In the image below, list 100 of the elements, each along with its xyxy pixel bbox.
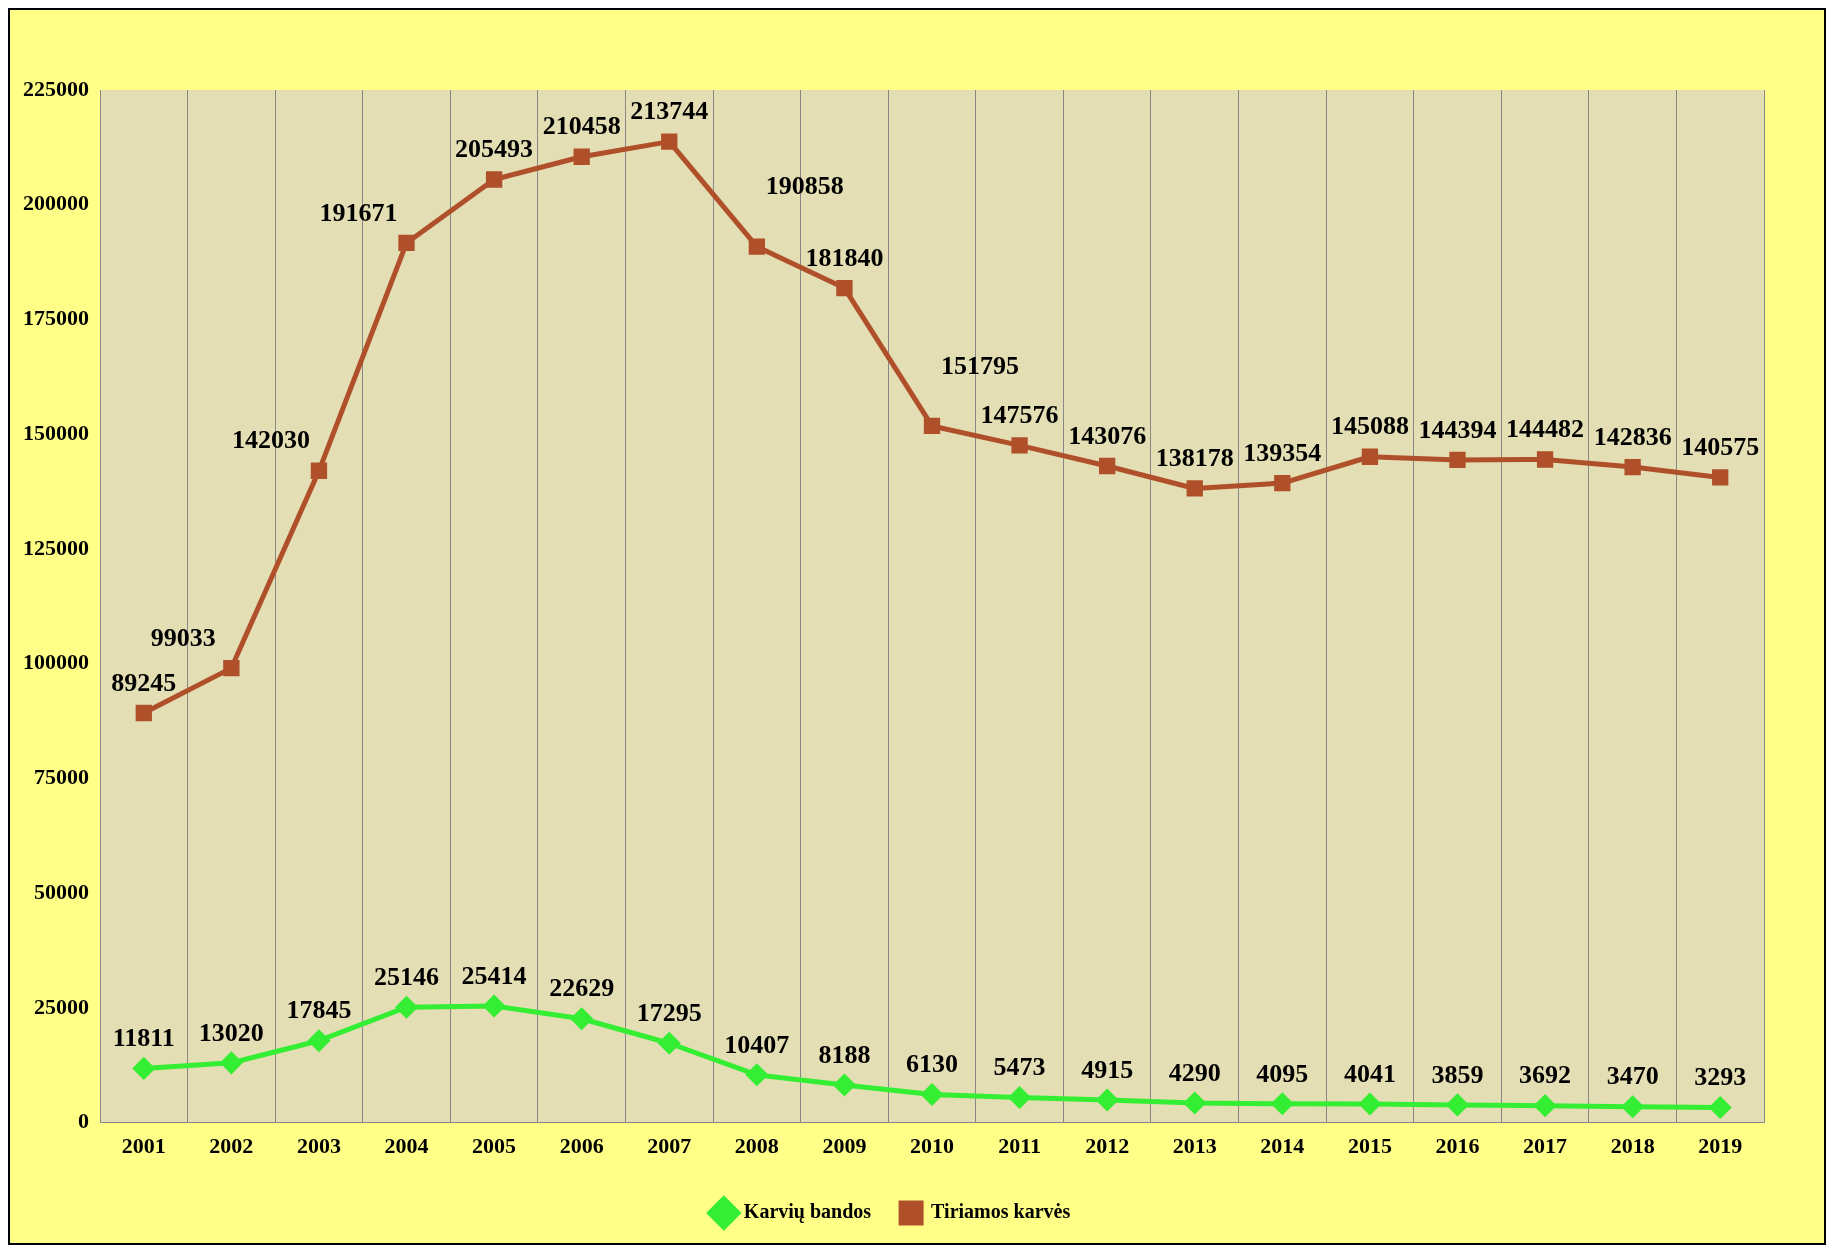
data-label: 17295 xyxy=(636,997,702,1027)
data-label: 145088 xyxy=(1330,411,1409,441)
point xyxy=(1186,480,1203,497)
point xyxy=(1361,448,1379,465)
point xyxy=(310,462,328,479)
x-tick-label: 2009 xyxy=(822,1133,867,1159)
y-tick-label: 0 xyxy=(78,1108,89,1134)
x-tick-label: 2016 xyxy=(1435,1133,1480,1159)
x-tick-label: 2002 xyxy=(209,1133,254,1159)
legend-label: Tiriamos karvės xyxy=(931,1200,1071,1223)
point xyxy=(220,1052,242,1074)
data-label: 138178 xyxy=(1155,443,1234,473)
point xyxy=(1534,1095,1556,1117)
legend-label: Karvių bandos xyxy=(743,1200,872,1224)
point xyxy=(746,1064,768,1086)
data-label: 210458 xyxy=(542,111,621,141)
data-label: 4290 xyxy=(1168,1057,1221,1087)
data-label: 3293 xyxy=(1694,1062,1747,1092)
y-tick-label: 200000 xyxy=(23,190,89,216)
point xyxy=(923,417,941,435)
data-label: 213744 xyxy=(630,96,709,126)
data-label: 13020 xyxy=(198,1017,264,1047)
y-tick-label: 75000 xyxy=(34,764,89,790)
point xyxy=(1096,1089,1118,1111)
data-label: 142836 xyxy=(1593,421,1672,451)
data-label: 17845 xyxy=(286,995,352,1025)
data-label: 8188 xyxy=(818,1039,871,1069)
x-tick-label: 2015 xyxy=(1347,1133,1392,1159)
x-tick-label: 2003 xyxy=(296,1133,341,1159)
data-label: 139354 xyxy=(1243,437,1322,467)
data-label: 89245 xyxy=(111,667,177,697)
data-label: 205493 xyxy=(455,134,534,164)
point xyxy=(1712,469,1729,486)
point xyxy=(573,148,590,165)
x-tick-label: 2018 xyxy=(1610,1133,1655,1159)
point xyxy=(1536,451,1554,468)
point xyxy=(1184,1092,1206,1114)
point xyxy=(748,238,765,255)
x-tick-label: 2004 xyxy=(384,1133,429,1159)
data-label: 22629 xyxy=(549,973,615,1003)
data-label: 4915 xyxy=(1081,1054,1134,1084)
point xyxy=(921,1083,943,1105)
x-tick-label: 2013 xyxy=(1172,1133,1217,1159)
data-label: 3470 xyxy=(1606,1061,1659,1091)
point xyxy=(1622,1096,1644,1118)
y-tick-label: 100000 xyxy=(23,649,89,675)
data-label: 181840 xyxy=(805,242,884,272)
data-label: 10407 xyxy=(724,1029,790,1059)
x-tick-label: 2006 xyxy=(559,1133,604,1159)
data-label: 3859 xyxy=(1431,1059,1484,1089)
point xyxy=(308,1030,330,1052)
point xyxy=(1446,1094,1468,1116)
point xyxy=(833,1074,855,1096)
point xyxy=(658,1032,680,1054)
point xyxy=(571,1008,593,1030)
y-tick-label: 175000 xyxy=(23,305,89,331)
data-label: 151795 xyxy=(941,350,1019,380)
y-tick-label: 25000 xyxy=(34,993,89,1019)
data-label: 147576 xyxy=(980,400,1059,430)
data-label: 4095 xyxy=(1256,1058,1309,1088)
data-label: 25414 xyxy=(461,960,527,990)
x-tick-label: 2010 xyxy=(910,1133,954,1159)
point xyxy=(1011,437,1028,454)
y-tick-label: 125000 xyxy=(23,534,89,560)
point xyxy=(1359,1093,1381,1115)
x-tick-label: 2017 xyxy=(1523,1133,1568,1159)
point xyxy=(1624,458,1641,476)
x-tick-label: 2008 xyxy=(734,1133,779,1159)
point xyxy=(1271,1093,1293,1115)
data-label: 191671 xyxy=(319,197,398,227)
data-label: 144394 xyxy=(1418,414,1497,444)
data-label: 4041 xyxy=(1343,1058,1396,1088)
data-label: 143076 xyxy=(1068,420,1147,450)
data-label: 140575 xyxy=(1681,432,1760,462)
data-label: 190858 xyxy=(765,171,844,201)
point xyxy=(836,279,853,297)
x-tick-label: 2014 xyxy=(1260,1133,1305,1159)
point xyxy=(661,133,678,150)
point xyxy=(1099,457,1116,475)
point xyxy=(396,996,418,1018)
point xyxy=(1274,474,1291,492)
data-label: 11811 xyxy=(112,1023,175,1053)
data-label: 99033 xyxy=(150,622,216,652)
data-label: 142030 xyxy=(231,425,310,455)
point xyxy=(483,995,505,1017)
y-tick-label: 150000 xyxy=(23,419,89,445)
point xyxy=(1709,1096,1731,1118)
x-tick-label: 2001 xyxy=(121,1133,166,1159)
x-tick-label: 2012 xyxy=(1085,1133,1130,1159)
data-label: 6130 xyxy=(906,1049,958,1079)
data-label: 5473 xyxy=(993,1052,1046,1082)
x-tick-label: 2019 xyxy=(1698,1133,1743,1159)
data-label: 25146 xyxy=(374,961,440,991)
x-tick-label: 2005 xyxy=(472,1133,517,1159)
data-label: 3692 xyxy=(1519,1060,1572,1090)
x-tick-label: 2007 xyxy=(647,1133,692,1159)
point xyxy=(135,704,152,722)
data-label: 144482 xyxy=(1506,414,1585,444)
x-tick-label: 2011 xyxy=(998,1133,1041,1159)
point xyxy=(223,659,240,677)
